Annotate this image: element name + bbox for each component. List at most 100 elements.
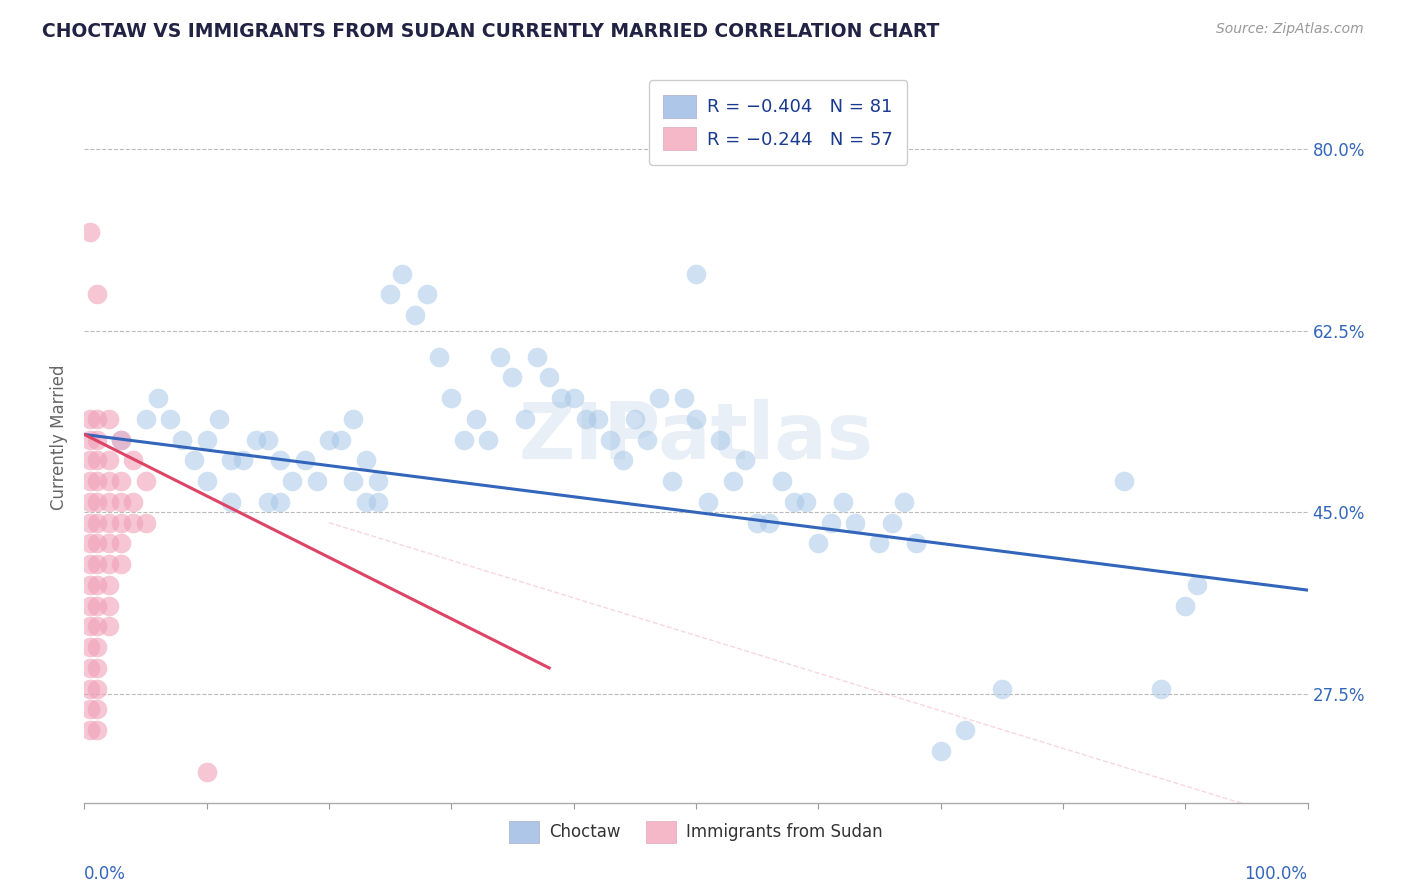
Point bbox=[453, 433, 475, 447]
Point bbox=[612, 453, 634, 467]
Point bbox=[208, 412, 231, 426]
Point bbox=[110, 495, 132, 509]
Point bbox=[79, 433, 101, 447]
Point bbox=[122, 453, 145, 467]
Point bbox=[110, 516, 132, 530]
Point bbox=[820, 516, 842, 530]
Point bbox=[79, 453, 101, 467]
Point bbox=[869, 536, 891, 550]
Point bbox=[464, 412, 486, 426]
Point bbox=[391, 267, 413, 281]
Point bbox=[86, 702, 108, 716]
Point bbox=[79, 681, 101, 696]
Text: ZIPatlas: ZIPatlas bbox=[519, 399, 873, 475]
Point bbox=[86, 681, 108, 696]
Point bbox=[427, 350, 450, 364]
Point bbox=[86, 495, 108, 509]
Point bbox=[807, 536, 830, 550]
Point bbox=[135, 474, 157, 488]
Point bbox=[734, 453, 756, 467]
Point bbox=[929, 744, 952, 758]
Point bbox=[110, 433, 132, 447]
Point bbox=[86, 578, 108, 592]
Point bbox=[232, 453, 254, 467]
Point bbox=[97, 578, 120, 592]
Point bbox=[146, 391, 169, 405]
Point bbox=[86, 474, 108, 488]
Point bbox=[219, 453, 242, 467]
Point bbox=[269, 495, 291, 509]
Point bbox=[110, 433, 132, 447]
Point bbox=[342, 474, 364, 488]
Point bbox=[97, 516, 120, 530]
Point bbox=[905, 536, 928, 550]
Point bbox=[245, 433, 267, 447]
Point bbox=[79, 702, 101, 716]
Point bbox=[79, 495, 101, 509]
Point bbox=[1150, 681, 1173, 696]
Point bbox=[661, 474, 683, 488]
Point bbox=[159, 412, 181, 426]
Point bbox=[1174, 599, 1197, 613]
Point bbox=[79, 474, 101, 488]
Point bbox=[86, 412, 108, 426]
Text: 0.0%: 0.0% bbox=[84, 865, 127, 883]
Point bbox=[721, 474, 744, 488]
Point bbox=[97, 474, 120, 488]
Point bbox=[97, 557, 120, 571]
Point bbox=[97, 412, 120, 426]
Point bbox=[770, 474, 793, 488]
Point bbox=[79, 599, 101, 613]
Point bbox=[330, 433, 353, 447]
Point bbox=[110, 557, 132, 571]
Point bbox=[367, 474, 389, 488]
Point bbox=[991, 681, 1014, 696]
Point bbox=[624, 412, 647, 426]
Point bbox=[354, 495, 377, 509]
Legend: Choctaw, Immigrants from Sudan: Choctaw, Immigrants from Sudan bbox=[503, 814, 889, 849]
Point bbox=[122, 495, 145, 509]
Point bbox=[305, 474, 328, 488]
Point bbox=[685, 412, 707, 426]
Point bbox=[477, 433, 499, 447]
Point bbox=[269, 453, 291, 467]
Point bbox=[79, 640, 101, 655]
Point bbox=[86, 661, 108, 675]
Point bbox=[281, 474, 304, 488]
Point bbox=[79, 412, 101, 426]
Point bbox=[489, 350, 512, 364]
Point bbox=[86, 599, 108, 613]
Point bbox=[294, 453, 316, 467]
Point bbox=[1114, 474, 1136, 488]
Point bbox=[367, 495, 389, 509]
Point bbox=[538, 370, 561, 384]
Point bbox=[416, 287, 439, 301]
Point bbox=[844, 516, 866, 530]
Point bbox=[97, 495, 120, 509]
Text: Source: ZipAtlas.com: Source: ZipAtlas.com bbox=[1216, 22, 1364, 37]
Point bbox=[893, 495, 915, 509]
Point bbox=[685, 267, 707, 281]
Point bbox=[513, 412, 536, 426]
Point bbox=[440, 391, 463, 405]
Point bbox=[257, 433, 280, 447]
Point bbox=[831, 495, 853, 509]
Point bbox=[135, 412, 157, 426]
Point bbox=[354, 453, 377, 467]
Point bbox=[672, 391, 695, 405]
Point bbox=[758, 516, 780, 530]
Text: 100.0%: 100.0% bbox=[1244, 865, 1308, 883]
Point bbox=[97, 619, 120, 633]
Point bbox=[404, 308, 426, 322]
Point bbox=[586, 412, 609, 426]
Point bbox=[526, 350, 548, 364]
Point bbox=[86, 557, 108, 571]
Point bbox=[1187, 578, 1209, 592]
Point bbox=[648, 391, 671, 405]
Point bbox=[86, 640, 108, 655]
Point bbox=[219, 495, 242, 509]
Point bbox=[79, 578, 101, 592]
Point bbox=[79, 723, 101, 738]
Point bbox=[502, 370, 524, 384]
Point bbox=[97, 536, 120, 550]
